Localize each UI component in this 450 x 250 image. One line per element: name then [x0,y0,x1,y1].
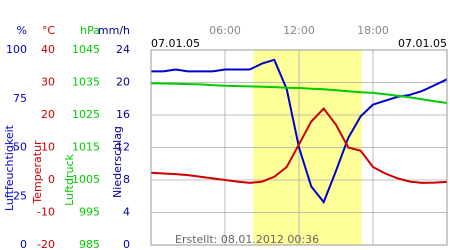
series-line [150,106,448,184]
axis-unit: hPa [80,24,100,37]
y-tick-label: 24 [116,43,130,56]
y-tick-label: 1035 [72,76,100,89]
axis-label: Luftdruck [63,153,76,205]
y-tick-label: 8 [123,173,130,186]
y-tick-label: -10 [37,206,55,219]
y-tick-label: 0 [123,238,130,250]
series-line [150,82,448,104]
x-tick-label: 18:00 [357,24,389,37]
y-tick-label: 12 [116,141,130,154]
plot-area [150,49,448,246]
y-tick-label: 30 [41,76,55,89]
y-tick-label: 16 [116,108,130,121]
y-tick-label: 25 [13,189,27,202]
axis-unit: mm/h [98,24,130,37]
y-tick-label: -20 [37,238,55,250]
axis-label: Temperatur [31,140,44,205]
annotation: Erstellt: 08.01.2012 00:36 [175,233,319,246]
y-tick-label: 0 [48,173,55,186]
y-tick-label: 20 [116,76,130,89]
axis-unit: % [17,24,27,37]
date-left: 07.01.05 [151,37,200,50]
x-tick-label: 12:00 [283,24,315,37]
y-tick-label: 1025 [72,108,100,121]
y-tick-label: 50 [13,141,27,154]
axis-unit: °C [42,24,56,37]
y-tick-label: 1005 [72,173,100,186]
y-tick-label: 1045 [72,43,100,56]
y-tick-label: 40 [41,43,55,56]
y-tick-label: 0 [20,238,27,250]
date-right: 07.01.05 [398,37,447,50]
axis-label: Niederschlag [111,126,124,198]
y-tick-label: 1015 [72,141,100,154]
y-tick-label: 20 [41,108,55,121]
y-tick-label: 10 [41,141,55,154]
y-tick-label: 75 [13,92,27,105]
axis-label: Luftfeuchtigkeit [3,124,16,211]
y-tick-label: 100 [6,43,27,56]
x-tick-label: 06:00 [209,24,241,37]
y-tick-label: 4 [123,206,130,219]
y-tick-label: 995 [79,206,100,219]
y-tick-label: 985 [79,238,100,250]
